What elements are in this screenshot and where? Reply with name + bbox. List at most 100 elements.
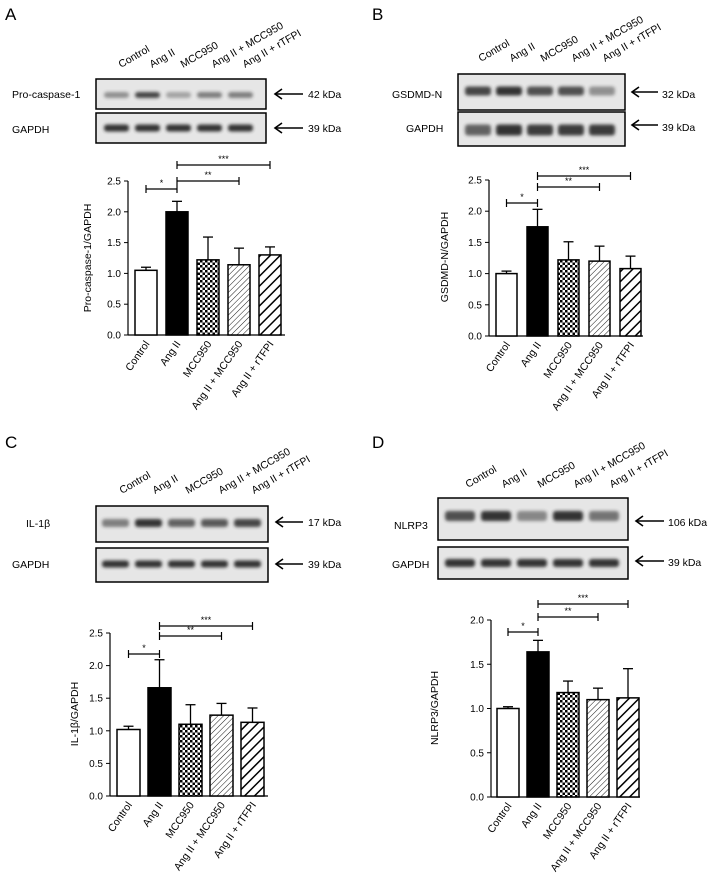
bar <box>147 687 172 797</box>
bar <box>134 269 158 336</box>
bar <box>196 259 220 336</box>
bar <box>526 651 550 798</box>
blot-band <box>102 519 129 527</box>
blot-protein-label: IL-1β <box>26 518 50 530</box>
significance-label: ** <box>204 170 212 180</box>
significance-label: ** <box>565 176 573 186</box>
arrow-icon <box>273 122 303 134</box>
blot-band <box>496 86 522 96</box>
y-axis-title: GSDMD-N/GAPDH <box>439 212 451 302</box>
bar <box>556 691 580 798</box>
y-tick-label: 2.0 <box>89 661 103 672</box>
arrow-icon <box>274 558 303 570</box>
panel-letter: D <box>372 433 384 452</box>
blot-protein-label: GSDMD-N <box>392 89 442 101</box>
bar <box>258 254 282 336</box>
x-tick-label: MCC950 <box>541 340 575 381</box>
y-tick-label: 1.5 <box>107 238 121 249</box>
blot-kda-label: 106 kDa <box>668 517 707 529</box>
x-tick-label: Control <box>484 340 513 375</box>
blot-band <box>197 92 222 98</box>
y-tick-label: 2.5 <box>468 176 482 187</box>
blot-bands <box>102 519 261 527</box>
blot-protein-label: GAPDH <box>406 123 443 135</box>
arrow-icon <box>274 516 303 528</box>
blot-bands <box>102 560 261 568</box>
significance-label: * <box>142 643 146 653</box>
y-tick-label: 1.0 <box>468 269 482 280</box>
lane-label: Control <box>117 43 152 70</box>
x-tick-label: Control <box>485 801 514 836</box>
x-tick-label: Control <box>106 800 135 835</box>
y-tick-label: 0.0 <box>468 332 482 343</box>
arrow-icon <box>634 515 664 527</box>
blot-bands <box>445 559 619 567</box>
blot-kda-label: 39 kDa <box>308 123 341 135</box>
y-tick-label: 0.0 <box>470 793 484 804</box>
bar <box>240 721 265 797</box>
y-tick-label: 1.5 <box>89 694 103 705</box>
blot-kda-label: 42 kDa <box>308 89 341 101</box>
bar <box>496 707 520 798</box>
blot-band <box>558 86 584 96</box>
blot-band <box>558 124 584 136</box>
y-tick-label: 0.5 <box>468 300 482 311</box>
bar <box>495 272 518 337</box>
blot-band <box>589 86 615 96</box>
blot-band <box>166 92 191 98</box>
blot-band <box>496 124 522 136</box>
bar <box>616 697 640 798</box>
blot-band <box>168 519 195 527</box>
blot-band <box>234 519 261 527</box>
y-axis-title: IL-1β/GAPDH <box>69 682 81 746</box>
blot-bands <box>104 124 253 132</box>
lane-label: Ang II <box>500 466 530 490</box>
significance-label: *** <box>578 593 589 603</box>
lane-label: Control <box>477 37 512 64</box>
bar <box>619 267 642 337</box>
blot-band <box>135 92 160 98</box>
bar <box>588 260 611 337</box>
western-blot-gsdmd-n: GSDMD-N 32 kDa <box>392 73 695 111</box>
blot-band <box>445 511 475 521</box>
lane-label: MCC950 <box>536 459 578 490</box>
y-tick-label: 2.0 <box>470 616 484 627</box>
blot-band <box>589 559 619 567</box>
significance-label: * <box>160 178 164 188</box>
y-tick-label: 0.0 <box>107 331 121 342</box>
blot-kda-label: 39 kDa <box>668 557 701 569</box>
bar <box>557 259 580 337</box>
blot-protein-label: NLRP3 <box>394 520 428 532</box>
blot-band <box>201 560 228 568</box>
panel-letter: B <box>372 5 383 24</box>
western-blot-gapdh: GAPDH 39 kDa <box>12 112 341 144</box>
western-blot-nlrp3: NLRP3 106 kDa <box>394 497 707 541</box>
x-tick-label: Ang II <box>519 801 545 830</box>
y-tick-label: 1.0 <box>107 269 121 280</box>
y-tick-label: 1.5 <box>468 238 482 249</box>
blot-bands <box>445 511 619 521</box>
blot-kda-label: 39 kDa <box>662 122 695 134</box>
y-tick-label: 2.5 <box>89 629 103 640</box>
blot-kda-label: 32 kDa <box>662 89 695 101</box>
blot-band <box>589 124 615 136</box>
blot-band <box>234 560 261 568</box>
blot-band <box>481 559 511 567</box>
panel-letter: A <box>5 5 17 24</box>
y-tick-label: 2.0 <box>468 207 482 218</box>
significance-label: ** <box>564 606 572 616</box>
blot-band <box>168 560 195 568</box>
blot-band <box>517 511 547 521</box>
blot-bands <box>465 86 615 96</box>
blot-band <box>553 559 583 567</box>
